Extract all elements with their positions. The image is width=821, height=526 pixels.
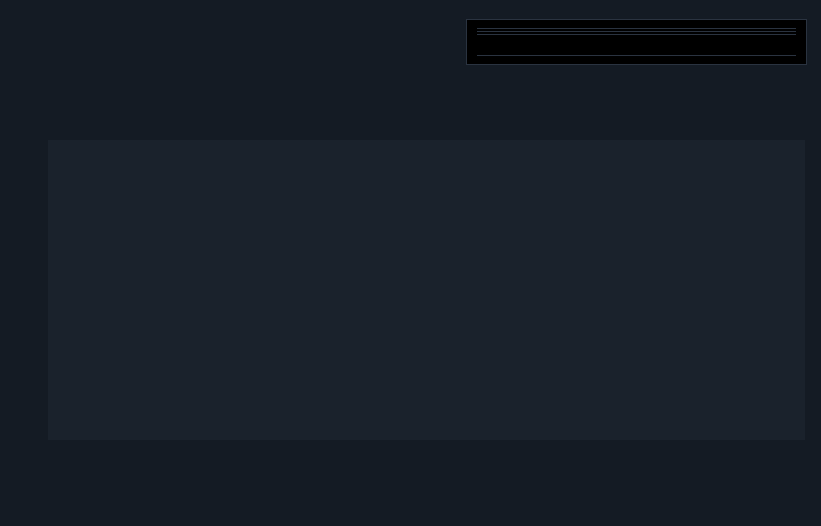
- x-axis: [48, 445, 805, 465]
- tooltip-panel: [466, 19, 807, 65]
- tooltip-row-cash: [477, 55, 796, 58]
- chart-area: [48, 140, 805, 440]
- tooltip-label: [477, 36, 602, 54]
- chart-plot: [48, 140, 805, 440]
- tooltip-row-ratio: [477, 34, 796, 55]
